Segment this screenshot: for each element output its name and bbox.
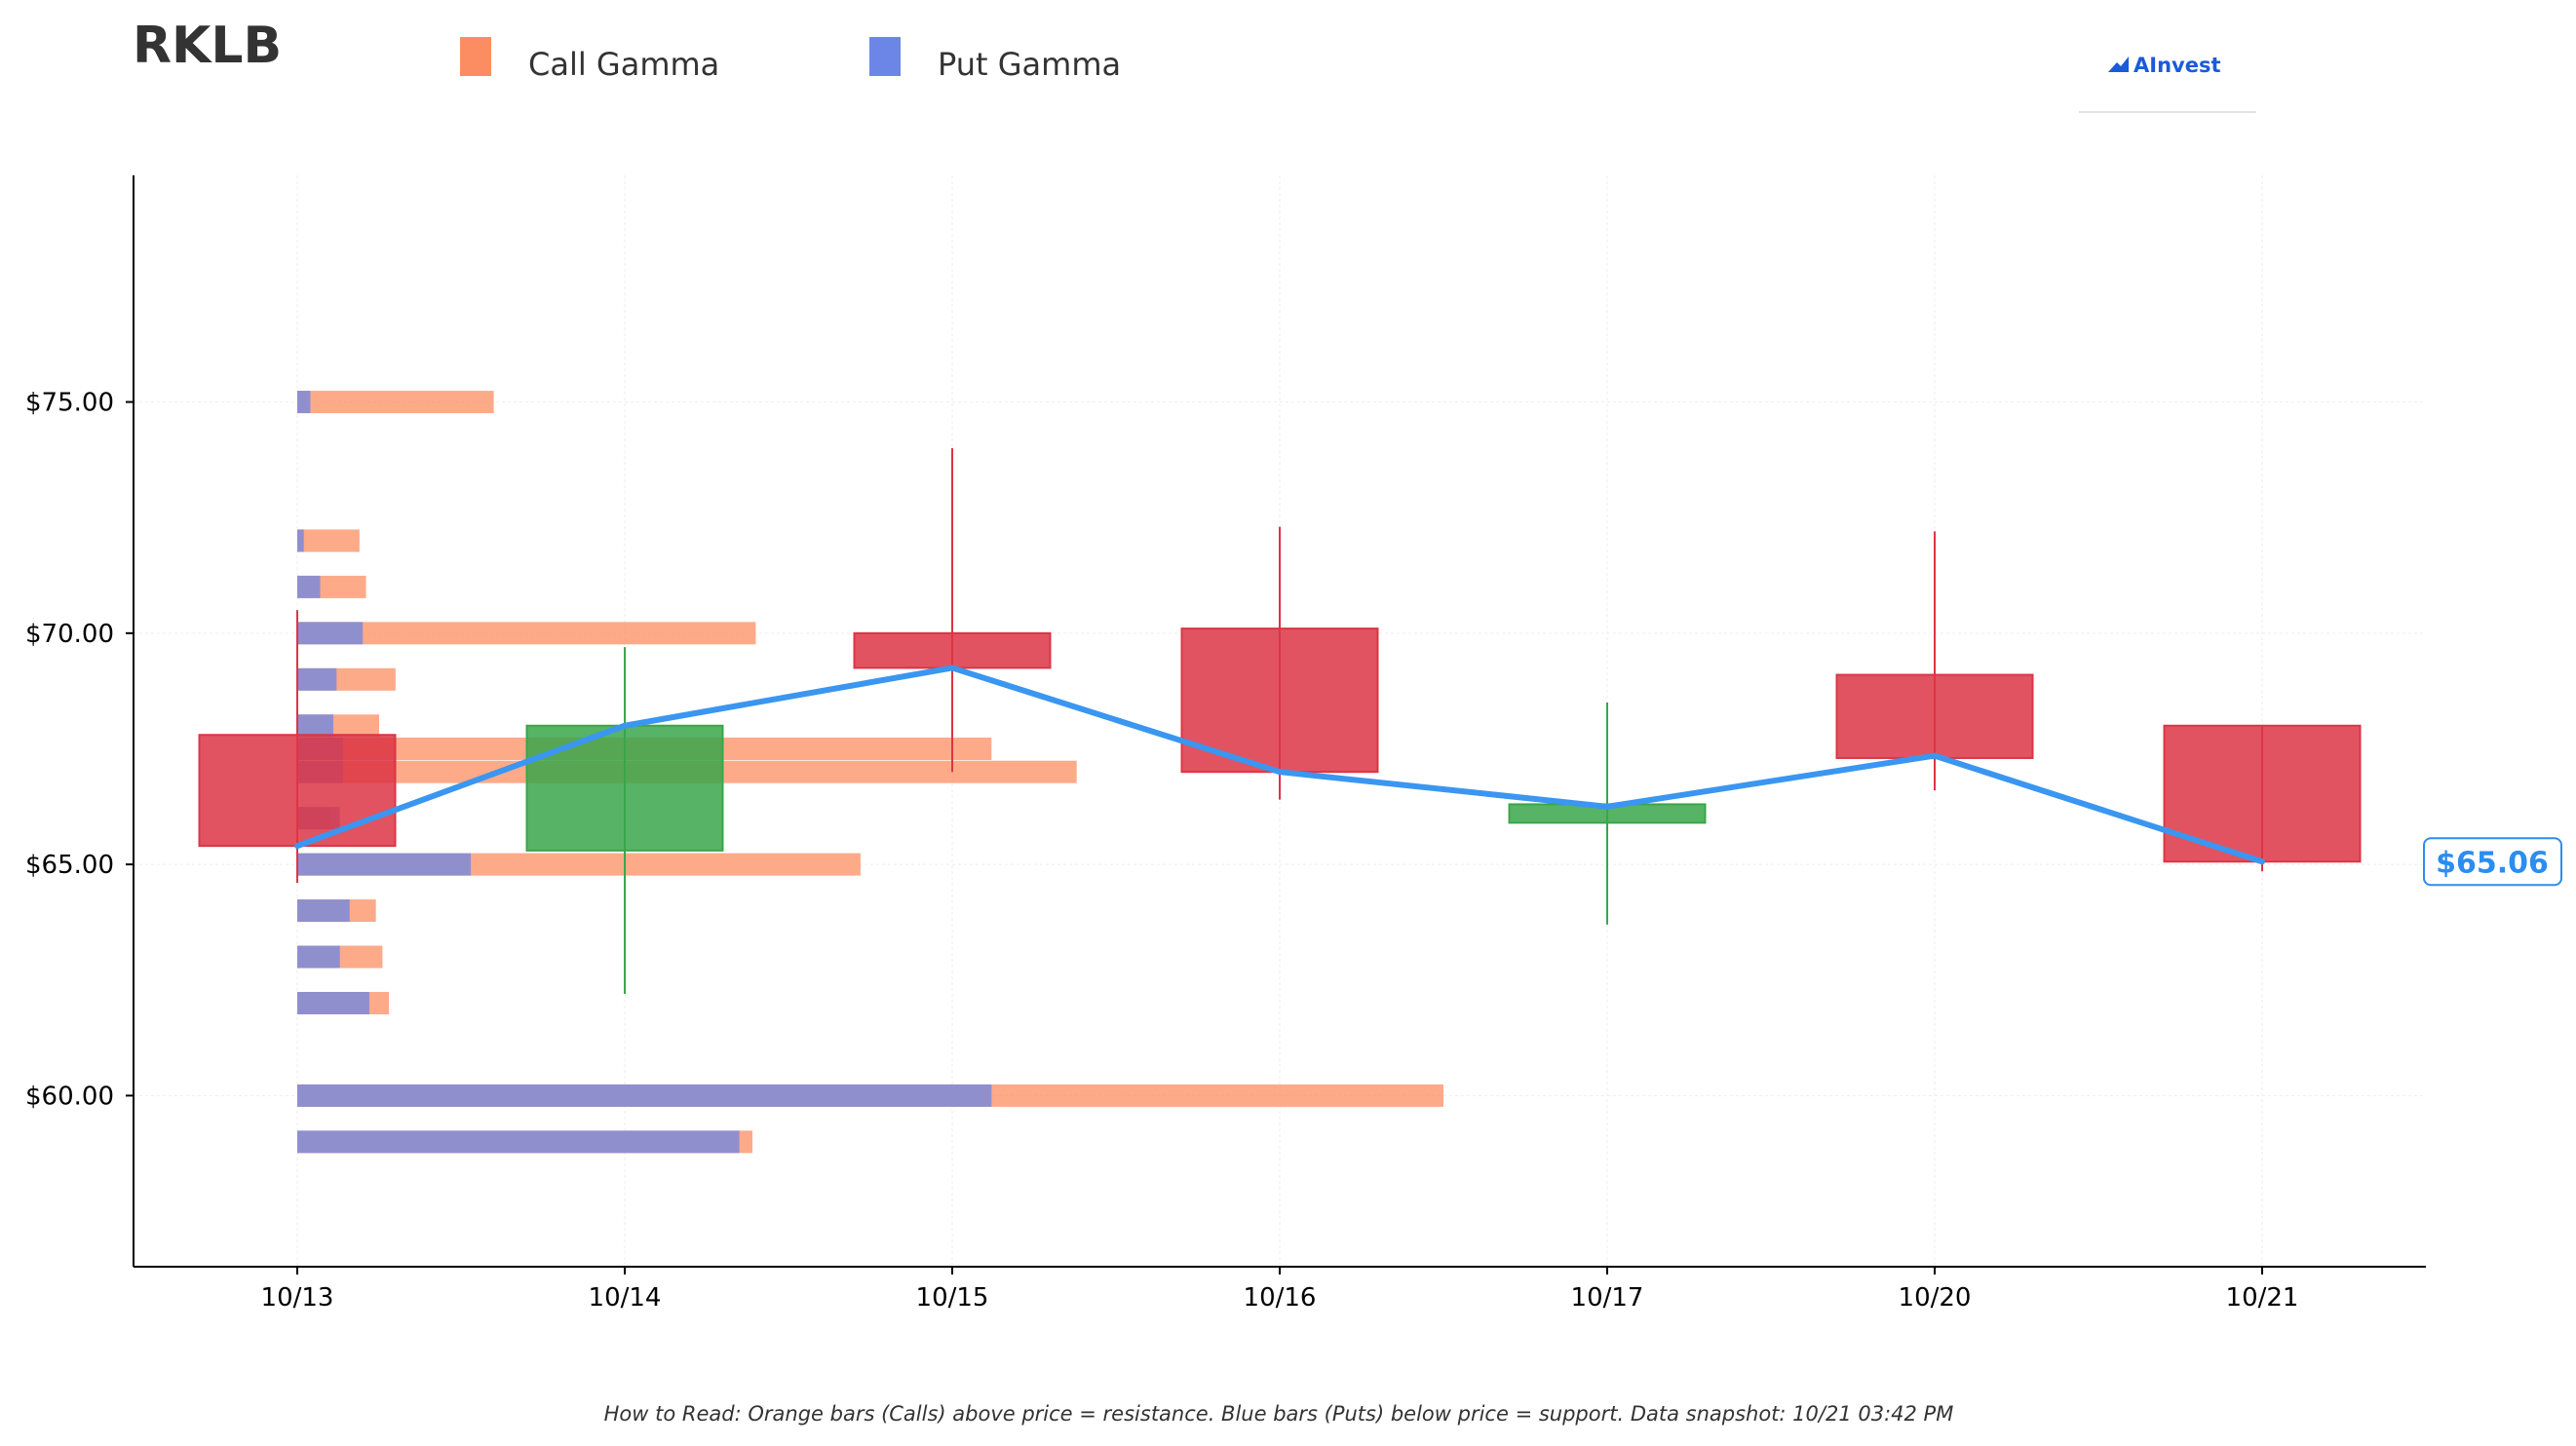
put-gamma-bar bbox=[297, 622, 364, 645]
put-gamma-bar bbox=[297, 853, 472, 876]
put-gamma-bar bbox=[297, 991, 369, 1014]
x-tick-label: 10/13 bbox=[261, 1283, 334, 1313]
current-price-tag: $65.06 bbox=[2423, 837, 2562, 887]
legend-call-swatch bbox=[460, 37, 491, 76]
put-gamma-bar bbox=[297, 945, 340, 969]
candle-body bbox=[853, 631, 1052, 669]
call-gamma-bar bbox=[297, 391, 494, 414]
price-tag-label: $65.06 bbox=[2436, 846, 2549, 880]
x-tick-label: 10/20 bbox=[1899, 1283, 1972, 1313]
put-gamma-bar bbox=[297, 667, 337, 691]
candle-body bbox=[525, 724, 724, 852]
close-line bbox=[294, 665, 2265, 865]
candle-body bbox=[2163, 724, 2362, 863]
x-tick-label: 10/16 bbox=[1244, 1283, 1317, 1313]
legend-put-swatch bbox=[869, 37, 901, 76]
candle-body bbox=[1835, 673, 2034, 759]
put-gamma-bar bbox=[297, 391, 311, 414]
call-gamma-bar bbox=[297, 529, 360, 552]
put-gamma-bar bbox=[297, 1084, 992, 1107]
put-gamma-bar bbox=[297, 1130, 740, 1154]
brand-chart-icon bbox=[2108, 57, 2129, 72]
brand-name: AInvest bbox=[2134, 54, 2221, 77]
candle-body bbox=[198, 734, 397, 848]
call-gamma-bar bbox=[297, 622, 756, 645]
footnote: How to Read: Orange bars (Calls) above p… bbox=[604, 1402, 1954, 1426]
x-tick-label: 10/17 bbox=[1571, 1283, 1644, 1313]
put-gamma-bar bbox=[297, 529, 304, 552]
x-tick-label: 10/15 bbox=[916, 1283, 989, 1313]
candlesticks bbox=[198, 448, 2362, 994]
legend-put-label: Put Gamma bbox=[938, 46, 1121, 83]
chart-title: RKLB bbox=[133, 17, 282, 75]
put-gamma-bar bbox=[297, 714, 333, 738]
legend-call-label: Call Gamma bbox=[528, 46, 719, 83]
y-tick-label: $60.00 bbox=[25, 1082, 114, 1111]
y-tick-label: $70.00 bbox=[25, 620, 114, 649]
x-tick-label: 10/14 bbox=[589, 1283, 662, 1313]
brand-logo: AInvest bbox=[2079, 54, 2256, 113]
put-gamma-bar bbox=[297, 575, 321, 598]
axes: $60.00 $65.00 $70.00 $75.00 10/13 10/14 10/15 1… bbox=[25, 175, 2426, 1313]
close-price-line bbox=[294, 665, 2265, 865]
price-tag-box bbox=[2423, 837, 2562, 887]
y-tick-label: $65.00 bbox=[25, 851, 114, 880]
x-tick-label: 10/21 bbox=[2226, 1283, 2299, 1313]
put-gamma-bar bbox=[297, 899, 350, 923]
y-tick-label: $75.00 bbox=[25, 389, 114, 418]
candle-body bbox=[1180, 628, 1379, 774]
legend: Call Gamma Put Gamma bbox=[460, 37, 1121, 83]
